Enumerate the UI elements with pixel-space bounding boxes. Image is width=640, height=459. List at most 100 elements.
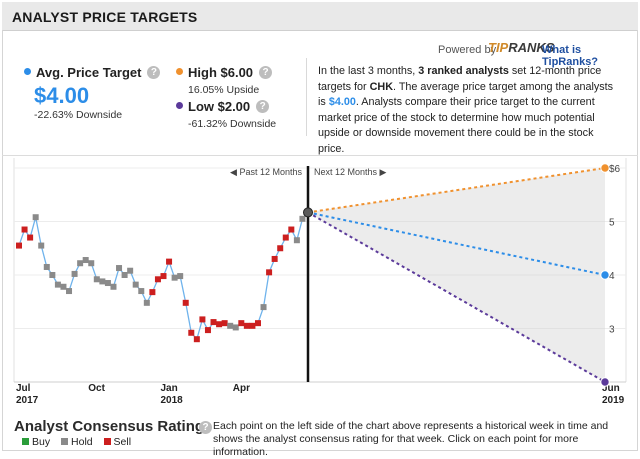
rating-point-sell <box>188 329 195 336</box>
legend-hold: Hold <box>61 436 93 448</box>
rating-point-sell <box>249 322 256 329</box>
low-dot-icon <box>176 102 183 110</box>
logo-ranks: RANKS <box>508 40 555 55</box>
rating-point-hold <box>71 270 78 277</box>
powered-by-label: Powered by <box>438 44 497 56</box>
rating-point-hold <box>43 263 50 270</box>
rating-point-sell <box>254 320 261 327</box>
rating-point-hold <box>99 278 106 285</box>
low-target-label: Low $2.00 <box>188 99 251 114</box>
desc-text: In the last 3 months, <box>318 65 419 77</box>
rating-point-sell <box>204 327 211 334</box>
page-title: ANALYST PRICE TARGETS <box>12 9 198 25</box>
rating-point-sell <box>288 226 295 233</box>
tipranks-logo[interactable]: TIPRANKS <box>488 40 554 55</box>
divider <box>306 58 307 136</box>
y-tick-label: 4 <box>609 271 615 282</box>
low-target-block: Low $2.00? -61.32% Downside <box>176 98 276 130</box>
rating-point-sell <box>21 226 28 233</box>
help-icon[interactable]: ? <box>259 66 273 80</box>
rating-point-hold <box>110 283 117 290</box>
legend-buy-label: Buy <box>32 436 51 448</box>
rating-point-sell <box>282 234 289 241</box>
help-icon[interactable]: ? <box>199 421 212 434</box>
avg-target-label: Avg. Price Target <box>36 65 142 80</box>
rating-point-hold <box>88 260 95 267</box>
y-tick-label: 5 <box>609 218 615 229</box>
rating-point-hold <box>260 304 267 311</box>
avg-target-block: Avg. Price Target? $4.00 -22.63% Downsid… <box>24 64 161 121</box>
legend-sell-swatch <box>103 437 111 445</box>
consensus-description: Each point on the left side of the chart… <box>213 420 609 458</box>
rating-point-hold <box>127 267 134 274</box>
rating-point-sell <box>216 321 223 328</box>
legend-hold-swatch <box>61 437 69 445</box>
rating-point-sell <box>266 269 273 276</box>
rating-point-hold <box>104 280 111 287</box>
high-target-block: High $6.00? 16.05% Upside <box>176 64 273 96</box>
rating-point-sell <box>16 242 22 249</box>
help-icon[interactable]: ? <box>147 66 161 80</box>
rating-point-sell <box>238 320 245 327</box>
rating-point-sell <box>243 322 250 329</box>
desc-ticker: CHK <box>369 80 394 93</box>
rating-point-sell <box>154 276 161 283</box>
legend-hold-label: Hold <box>71 436 93 448</box>
desc-analysts: 3 ranked analysts <box>418 65 509 77</box>
rating-point-hold <box>93 276 100 283</box>
rating-point-sell <box>221 320 228 327</box>
low-target-change: -61.32% Downside <box>188 118 277 130</box>
projection-cone <box>308 168 605 382</box>
y-tick-label: $6 <box>609 164 621 175</box>
projection-line-high <box>307 167 606 214</box>
next-12-months-label: Next 12 Months ▶ <box>314 167 387 177</box>
x-tick-label: Jul <box>16 383 31 394</box>
avg-dot-icon <box>24 68 31 76</box>
rating-point-hold <box>177 273 184 280</box>
projection-endpoint-average <box>600 270 610 280</box>
desc-text: set 12-month price targets for <box>318 65 602 93</box>
rating-point-sell <box>182 299 189 306</box>
rating-point-hold <box>293 237 300 244</box>
projection-line-average <box>307 211 606 276</box>
rating-point-hold <box>82 257 89 264</box>
rating-point-hold <box>299 215 306 222</box>
rating-point-hold <box>227 322 234 329</box>
rating-point-hold <box>132 281 139 288</box>
what-is-tipranks-link[interactable]: What is TipRanks? <box>542 44 599 68</box>
projection-endpoint-low <box>600 377 610 387</box>
x-tick-year-label: 2018 <box>161 395 184 406</box>
rating-point-hold <box>49 272 56 278</box>
rating-point-sell <box>210 319 217 326</box>
past-12-months-label: ◀ Past 12 Months <box>230 167 302 177</box>
rating-point-hold <box>77 260 84 267</box>
analyst-description: In the last 3 months, 3 ranked analysts … <box>318 64 616 157</box>
rating-point-hold <box>66 288 73 295</box>
y-tick-label: 3 <box>609 325 615 336</box>
rating-point-sell <box>193 336 200 343</box>
high-target-label: High $6.00 <box>188 65 254 80</box>
avg-target-value: $4.00 <box>34 83 90 108</box>
rating-point-hold <box>32 214 39 221</box>
high-dot-icon <box>176 68 183 76</box>
rating-point-sell <box>27 234 34 241</box>
rating-point-sell <box>277 245 284 252</box>
x-tick-label: Jun <box>602 383 620 394</box>
rating-point-hold <box>60 283 67 290</box>
rating-point-hold <box>54 281 61 288</box>
x-tick-label: Oct <box>88 383 105 394</box>
legend-sell-label: Sell <box>113 436 132 448</box>
rating-point-hold <box>38 242 45 249</box>
rating-point-sell <box>149 289 156 296</box>
help-icon[interactable]: ? <box>256 100 270 114</box>
logo-tip: TIP <box>488 40 509 55</box>
legend-sell: Sell <box>103 436 132 448</box>
projection-endpoint-high <box>600 163 610 173</box>
consensus-legend: Buy Hold Sell <box>22 436 139 448</box>
rating-point-hold <box>138 288 145 295</box>
rating-point-sell <box>199 316 206 323</box>
high-target-change: 16.05% Upside <box>188 84 260 96</box>
rating-point-hold <box>171 274 178 281</box>
x-tick-year-label: 2019 <box>602 395 625 406</box>
rating-point-hold <box>232 324 239 331</box>
